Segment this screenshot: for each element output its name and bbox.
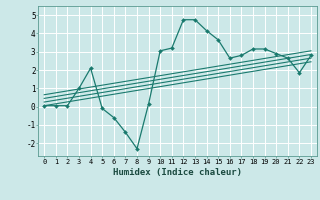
X-axis label: Humidex (Indice chaleur): Humidex (Indice chaleur): [113, 168, 242, 177]
